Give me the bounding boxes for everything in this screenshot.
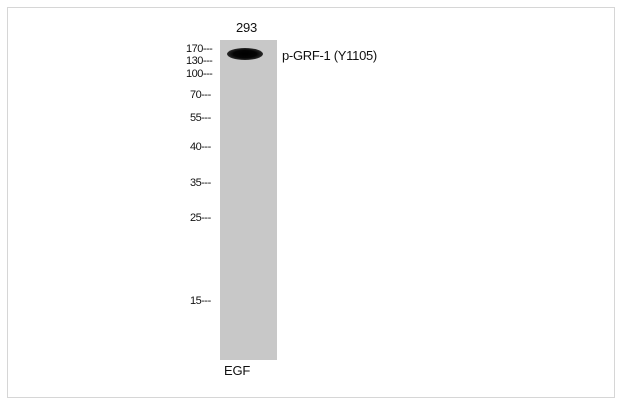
lane-header: 293 (236, 20, 258, 35)
marker-130: 130--- (186, 55, 213, 67)
marker-70: 70--- (190, 89, 211, 101)
marker-35: 35--- (190, 177, 211, 189)
marker-55: 55--- (190, 112, 211, 124)
protein-band (227, 48, 263, 60)
marker-100: 100--- (186, 68, 213, 80)
marker-25: 25--- (190, 212, 211, 224)
treatment-label: EGF (224, 363, 251, 378)
marker-15: 15--- (190, 295, 211, 307)
marker-40: 40--- (190, 141, 211, 153)
blot-lane (220, 40, 277, 360)
figure-frame (7, 7, 615, 398)
marker-170: 170--- (186, 43, 213, 55)
band-label: p-GRF-1 (Y1105) (282, 48, 377, 63)
